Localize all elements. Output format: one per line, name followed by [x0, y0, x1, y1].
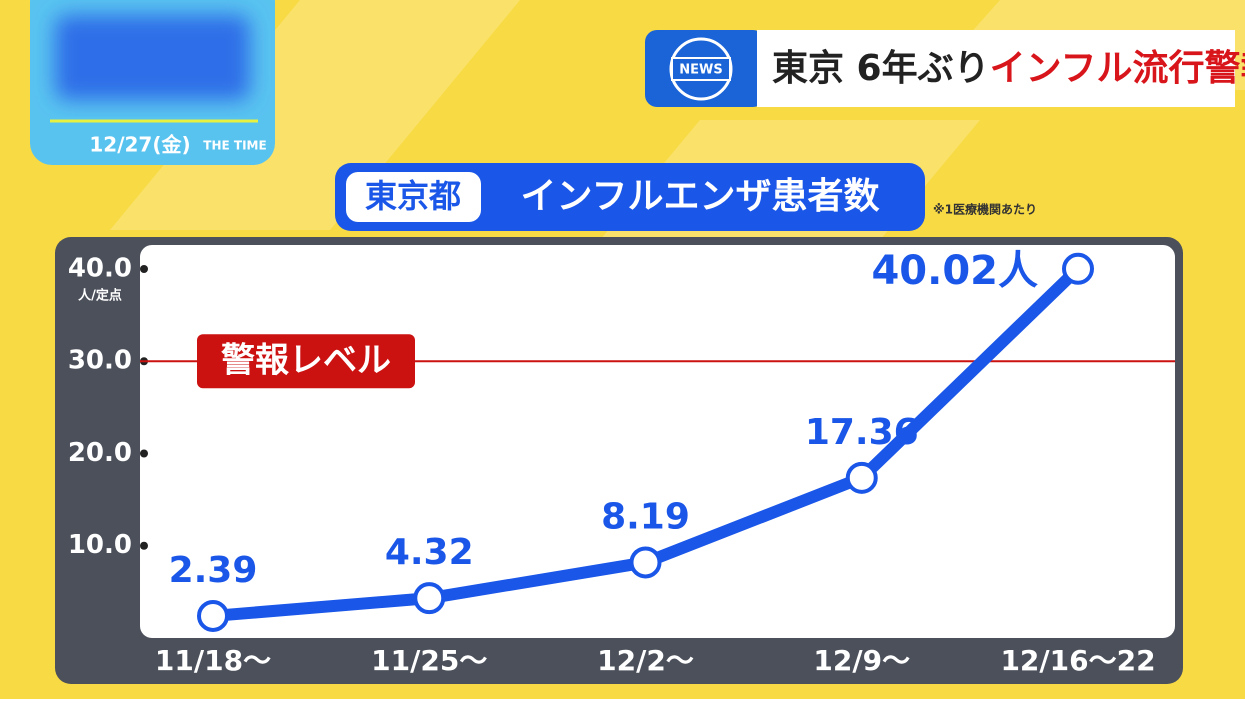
threshold-label: 警報レベル: [221, 341, 391, 381]
y-tick-label: 40.0: [68, 253, 132, 283]
x-tick-label: 11/25〜: [371, 644, 487, 677]
x-tick-label: 12/16〜22: [1000, 644, 1155, 677]
plot-area: [140, 245, 1175, 638]
x-tick-label: 12/9〜: [813, 644, 910, 677]
news-label-box: [671, 57, 731, 81]
news-badge: NEWS: [679, 63, 722, 78]
headline: 東京 6年ぶりインフル流行警報: [772, 47, 1245, 89]
title-box: [335, 163, 925, 231]
region: 東京都: [365, 177, 461, 215]
x-tick-label: 12/2〜: [597, 644, 694, 677]
y-tick-mark: [140, 449, 148, 458]
data-label: 17.36: [805, 412, 919, 453]
y-unit: 人/定点: [78, 288, 122, 304]
plot: 10.0 20.0 30.0 40.0 警報レベル 2.39 4.32 8.19 17.36 40…: [68, 248, 1175, 677]
y-tick-label: 20.0: [68, 438, 132, 468]
data-label: 8.19: [601, 496, 690, 537]
headline-box: [757, 30, 1235, 107]
data-label: 2.39: [169, 550, 258, 591]
date: 12/27(金): [89, 133, 190, 157]
headline-lead: 東京 6年ぶり: [772, 47, 990, 89]
program-name: THE TIME: [203, 139, 266, 153]
headline-emphasis: インフル流行警報: [990, 48, 1245, 89]
region-chip: [346, 172, 481, 222]
y-tick-label: 10.0: [68, 530, 132, 560]
threshold-label-box: [197, 334, 415, 389]
data-point: [197, 599, 229, 632]
x-tick-label: 11/18〜: [155, 644, 271, 677]
chart-title: インフルエンザ患者数: [521, 176, 880, 217]
y-tick-label: 30.0: [68, 346, 132, 376]
data-label: 4.32: [385, 532, 474, 573]
data-point: [413, 582, 446, 615]
note: ※1医療機関あたり: [933, 202, 1037, 217]
data-point: [629, 546, 662, 579]
data-label: 40.02人: [871, 248, 1038, 294]
data-point: [1062, 252, 1094, 285]
y-tick-mark: [140, 264, 148, 273]
blurred-logo: [55, 15, 250, 100]
y-tick-mark: [140, 541, 148, 550]
data-point: [845, 461, 878, 494]
